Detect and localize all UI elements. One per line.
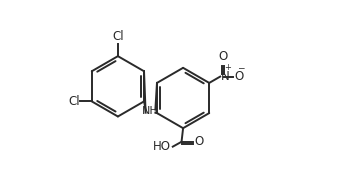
Text: Cl: Cl xyxy=(68,95,80,108)
Text: N: N xyxy=(220,70,229,83)
Text: O: O xyxy=(234,70,243,83)
Text: −: − xyxy=(237,63,245,72)
Text: NH: NH xyxy=(142,106,159,116)
Text: O: O xyxy=(194,135,204,148)
Text: HO: HO xyxy=(153,140,171,153)
Text: O: O xyxy=(218,50,227,63)
Text: Cl: Cl xyxy=(112,30,124,43)
Text: +: + xyxy=(224,63,231,72)
